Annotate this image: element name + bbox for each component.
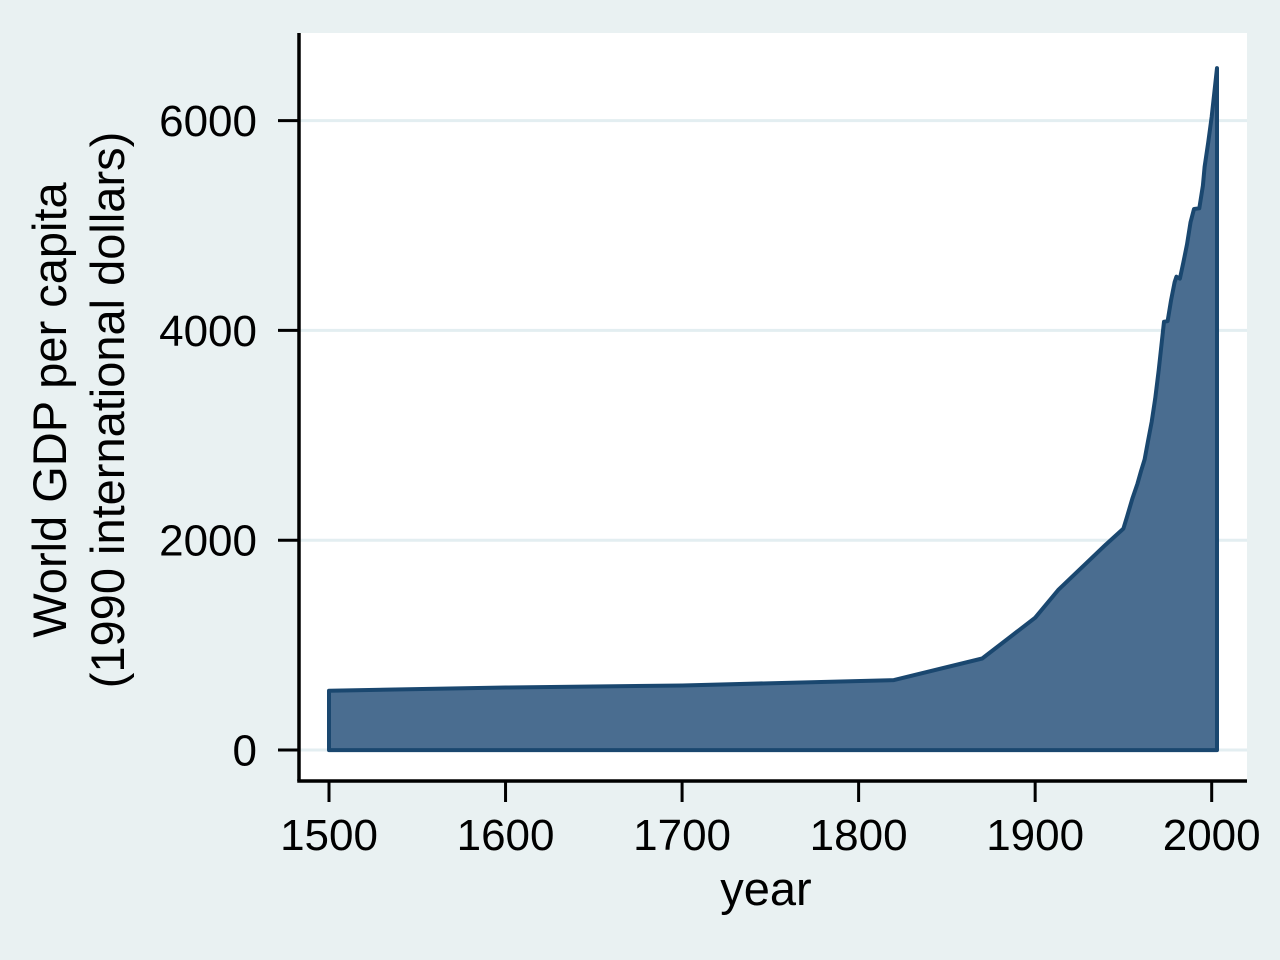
y-tick-label-6000: 6000 (159, 97, 257, 146)
x-tick-label-1900: 1900 (986, 811, 1084, 860)
y-axis-ticks: 0 2000 4000 6000 (159, 97, 299, 776)
x-tick-label-1700: 1700 (633, 811, 731, 860)
x-axis-ticks: 1500 1600 1700 1800 1900 2000 (280, 781, 1261, 860)
x-tick-label-1800: 1800 (810, 811, 908, 860)
gdp-area-series (327, 66, 1219, 753)
x-axis-title: year (720, 862, 811, 915)
x-tick-label-1500: 1500 (280, 811, 378, 860)
y-tick-label-2000: 2000 (159, 517, 257, 566)
y-axis-title-line2: (1990 international dollars) (81, 132, 134, 689)
y-tick-label-4000: 4000 (159, 307, 257, 356)
y-axis-title-line1: World GDP per capita (23, 181, 76, 637)
x-tick-label-1600: 1600 (457, 811, 555, 860)
y-tick-label-0: 0 (233, 727, 257, 776)
x-tick-label-2000: 2000 (1163, 811, 1261, 860)
